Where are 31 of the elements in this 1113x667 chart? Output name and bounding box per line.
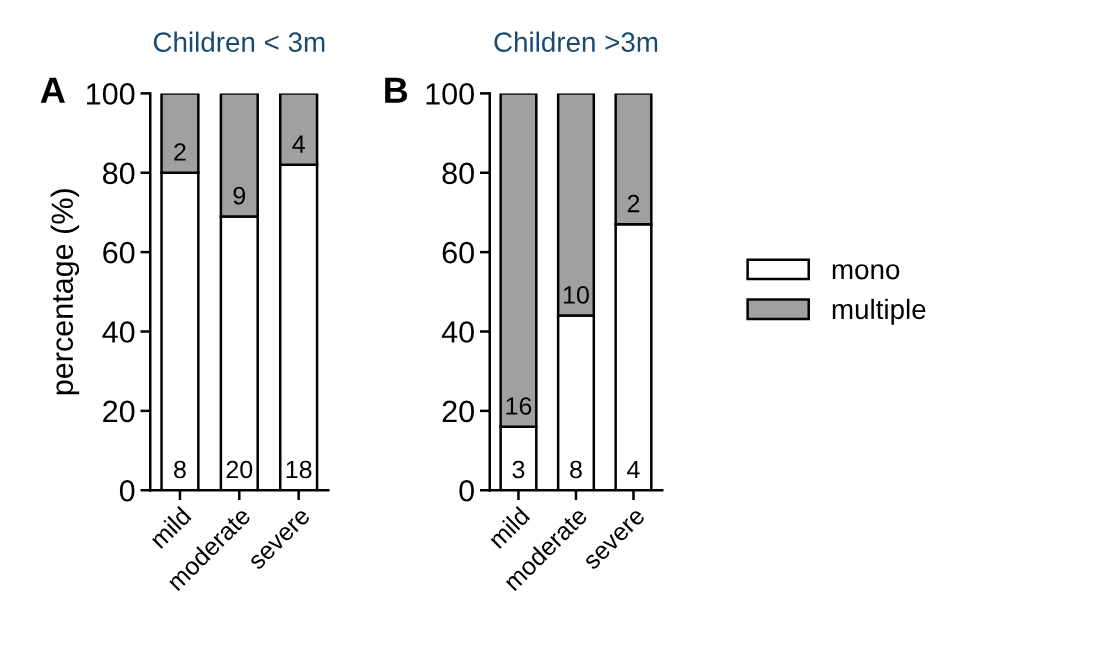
y-tick-label: 20 — [442, 400, 474, 423]
annotation: 2 — [174, 143, 186, 161]
legend-label: mono — [832, 264, 900, 280]
legend-label: multiple — [832, 298, 926, 325]
annotation: 18 — [286, 460, 312, 479]
y-tick-label: 100 — [87, 83, 135, 105]
annotation: 3 — [512, 460, 525, 479]
annotation: 8 — [570, 460, 582, 479]
y-tick-label: 80 — [442, 162, 474, 185]
text: A — [40, 77, 65, 103]
y-tick-label: 20 — [103, 400, 135, 423]
chart-title: Children < 3m — [153, 31, 325, 52]
y-tick-label: 60 — [442, 241, 474, 264]
annotation: 2 — [627, 194, 640, 213]
annotation: 10 — [563, 286, 589, 304]
text: B — [385, 77, 408, 103]
chart-title: Children >3m — [494, 31, 658, 52]
annotation: 16 — [506, 397, 532, 415]
annotation: 9 — [233, 186, 246, 205]
annotation: 20 — [226, 460, 253, 479]
annotation: 8 — [174, 460, 186, 479]
annotation: 4 — [292, 135, 305, 153]
y-tick-label: 100 — [426, 83, 474, 105]
y-axis-title: percentage (%) — [50, 189, 80, 395]
y-tick-label: 60 — [103, 241, 135, 264]
y-tick-label: 80 — [103, 162, 135, 185]
y-tick-label: 40 — [441, 321, 474, 343]
y-tick-label: 40 — [102, 321, 135, 343]
y-tick-label: 0 — [459, 479, 474, 502]
y-tick-label: 0 — [119, 479, 135, 502]
annotation: 4 — [627, 460, 640, 479]
